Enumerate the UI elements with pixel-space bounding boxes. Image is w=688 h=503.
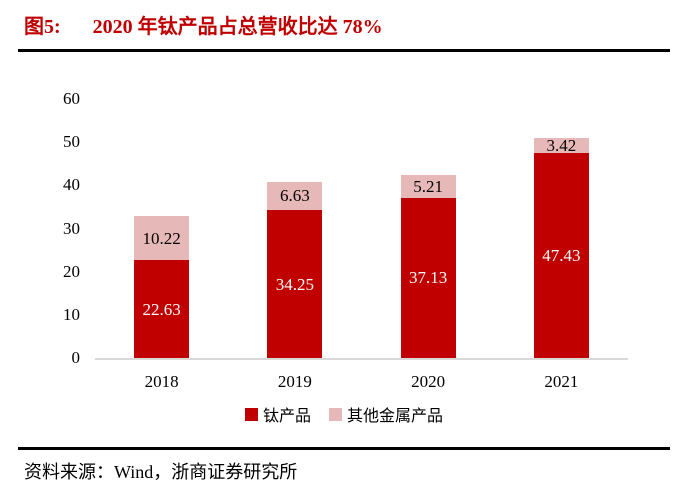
legend-item-钛产品: 钛产品 xyxy=(244,402,311,426)
y-axis-tick-label: 10 xyxy=(63,304,80,324)
bar-segment-其他金属产品-2021: 3.42 xyxy=(533,136,589,156)
x-axis-line xyxy=(95,358,628,360)
bar-value-label: 34.25 xyxy=(275,274,314,294)
figure-number-label: 图5: xyxy=(24,16,61,38)
bar-segment-钛产品-2019: 34.25 xyxy=(267,210,323,358)
bar-value-label: 22.63 xyxy=(142,299,181,319)
legend-swatch-icon xyxy=(329,407,342,421)
bar-value-label: 47.43 xyxy=(542,246,581,266)
y-axis-tick-label: 40 xyxy=(63,175,80,195)
x-axis-tick-label: 2021 xyxy=(544,372,579,391)
x-axis-tick-label: 2018 xyxy=(144,372,179,391)
bar-segment-其他金属产品-2018: 10.22 xyxy=(134,216,190,261)
y-axis-tick-label: 60 xyxy=(63,89,80,108)
bar-segment-钛产品-2021: 47.43 xyxy=(533,153,589,358)
title-divider-line xyxy=(18,49,670,52)
bar-value-label: 37.13 xyxy=(409,268,448,288)
y-axis-tick-label: 20 xyxy=(63,261,80,281)
legend-label: 其他金属产品 xyxy=(347,408,444,425)
x-axis-tick-label: 2019 xyxy=(277,372,312,391)
bar-segment-钛产品-2020: 37.13 xyxy=(400,197,456,358)
y-axis-tick-label: 50 xyxy=(63,132,80,152)
legend: 钛产品 其他金属产品 xyxy=(0,402,688,426)
legend-item-其他金属产品: 其他金属产品 xyxy=(329,402,443,426)
y-axis-tick-label: 0 xyxy=(71,348,81,367)
bar-value-label: 10.22 xyxy=(142,228,181,248)
bar-segment-其他金属产品-2019: 6.63 xyxy=(267,181,323,211)
legend-label: 钛产品 xyxy=(262,408,311,425)
footer-divider-line xyxy=(18,447,670,450)
bar-value-label: 3.42 xyxy=(546,136,577,156)
bar-segment-钛产品-2018: 22.63 xyxy=(134,260,190,358)
source-note: 资料来源：Wind，浙商证券研究所 xyxy=(24,462,298,482)
figure-title: 图5: 2020 年钛产品占总营收比达 78% xyxy=(24,10,383,39)
y-axis-tick-label: 30 xyxy=(63,218,80,238)
bar-segment-其他金属产品-2020: 5.21 xyxy=(400,175,456,198)
bar-value-label: 5.21 xyxy=(413,176,443,196)
figure-title-text: 2020 年钛产品占总营收比达 78% xyxy=(92,16,383,38)
x-axis-tick-label: 2020 xyxy=(411,372,446,391)
bar-value-label: 6.63 xyxy=(280,186,310,206)
legend-swatch-icon xyxy=(244,407,258,421)
